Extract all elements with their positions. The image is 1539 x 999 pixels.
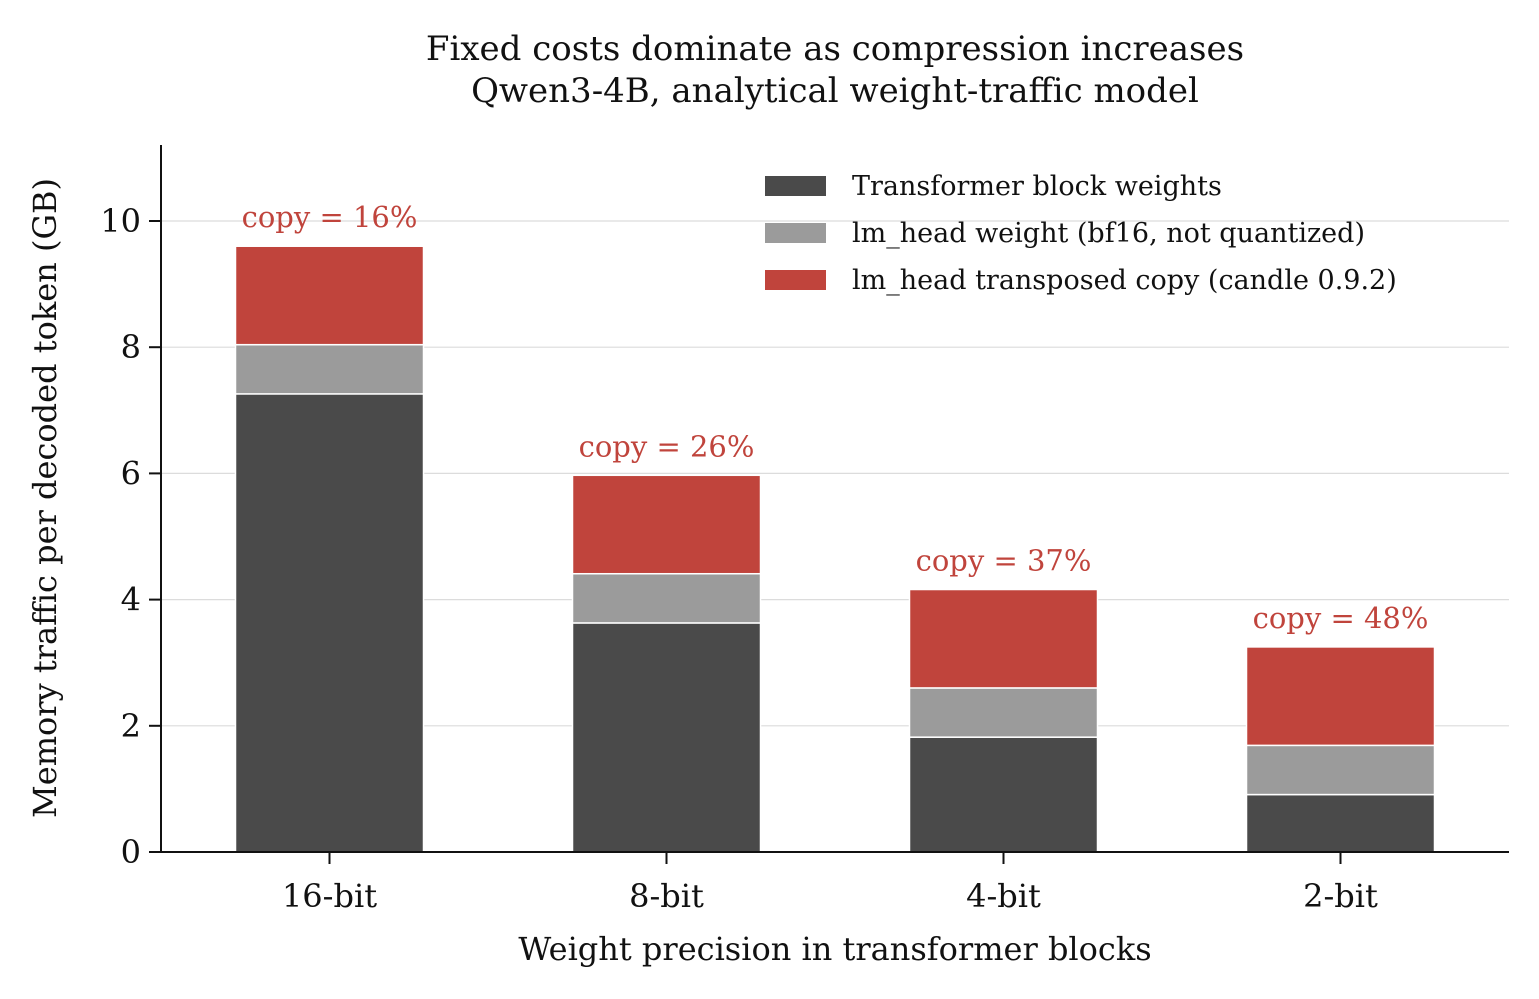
bar-segment-series-1-2-bit (1245, 744, 1436, 796)
legend-swatch (765, 270, 826, 290)
x-tick-label: 4-bit (966, 877, 1041, 915)
chart-title: Fixed costs dominate as compression incr… (426, 29, 1244, 69)
y-tick-label: 2 (121, 707, 141, 745)
bar-segment-series-0-16-bit (234, 393, 425, 853)
bars (234, 245, 1436, 853)
x-tick-label: 16-bit (282, 877, 377, 915)
bar-segment-series-0-2-bit (1245, 793, 1436, 853)
y-tick-label: 8 (121, 328, 141, 366)
bar-segment-series-0-4-bit (908, 736, 1099, 853)
legend-label: Transformer block weights (852, 171, 1222, 202)
legend: Transformer block weights lm_head weight … (765, 171, 1397, 296)
copy-share-annotation: copy = 48% (1253, 601, 1429, 635)
bar-segment-series-2-2-bit (1245, 646, 1436, 747)
y-axis-label: Memory traffic per decoded token (GB) (26, 178, 64, 818)
legend-swatch (765, 223, 826, 243)
y-tick-label: 6 (121, 454, 141, 492)
copy-share-annotation: copy = 16% (242, 200, 418, 234)
y-ticks: 0 2 4 6 8 10 (100, 202, 161, 871)
legend-label: lm_head weight (bf16, not quantized) (852, 218, 1365, 249)
annotations: copy = 16% copy = 26% copy = 37% copy = 48% (242, 200, 1429, 635)
legend-swatch (765, 176, 826, 196)
y-tick-label: 0 (121, 833, 141, 871)
bar-segment-series-1-4-bit (908, 687, 1099, 738)
x-ticks: 16-bit 8-bit 4-bit 2-bit (282, 852, 1378, 915)
bar-segment-series-1-8-bit (571, 572, 762, 624)
x-tick-label: 8-bit (629, 877, 704, 915)
x-tick-label: 2-bit (1303, 877, 1378, 915)
legend-label: lm_head transposed copy (candle 0.9.2) (852, 265, 1397, 296)
copy-share-annotation: copy = 26% (579, 429, 755, 463)
y-tick-label: 4 (121, 581, 141, 619)
y-tick-label: 10 (100, 202, 141, 240)
bar-segment-series-2-8-bit (571, 474, 762, 575)
bar-segment-series-2-4-bit (908, 588, 1099, 689)
bar-segment-series-1-16-bit (234, 343, 425, 395)
bar-segment-series-0-8-bit (571, 622, 762, 853)
copy-share-annotation: copy = 37% (916, 544, 1092, 578)
bar-segment-series-2-16-bit (234, 245, 425, 346)
chart-subtitle: Qwen3-4B, analytical weight-traffic mode… (471, 71, 1199, 111)
x-axis-label: Weight precision in transformer blocks (518, 930, 1151, 968)
